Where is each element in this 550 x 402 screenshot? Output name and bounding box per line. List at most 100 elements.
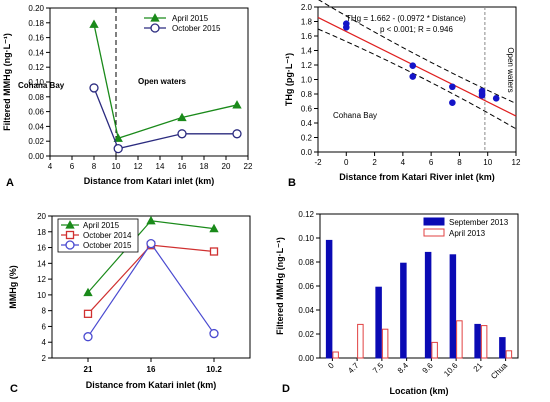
- y-tick-label: 0.06: [298, 282, 314, 291]
- bar: [332, 351, 339, 359]
- x-axis-title: Distance from Katari River inlet (km): [339, 172, 495, 182]
- x-tick-label: 16: [147, 365, 156, 374]
- bar: [381, 328, 389, 359]
- data-point: [89, 83, 99, 93]
- y-tick-label: 2.0: [301, 3, 313, 12]
- legend-swatch: [423, 217, 445, 226]
- annotation-cohana-bay: Cohana Bay: [333, 111, 377, 120]
- x-tick-label: 12: [134, 162, 143, 171]
- y-tick-label: 20: [37, 212, 46, 221]
- data-point: [83, 332, 93, 342]
- legend-marker: [150, 13, 160, 22]
- regression-equation: THg = 1.662 - (0.0972 * Distance): [346, 14, 466, 23]
- y-tick-label: 0.2: [301, 134, 313, 143]
- data-point: [83, 287, 93, 297]
- data-point: [492, 95, 500, 102]
- legend-marker: [150, 23, 160, 33]
- data-point: [449, 99, 456, 106]
- data-point: [409, 73, 417, 80]
- y-tick-label: 1.8: [301, 18, 313, 27]
- legend-label: October 2014: [83, 231, 132, 240]
- y-tick-label: 0.10: [28, 78, 44, 87]
- y-tick-label: 10: [37, 291, 46, 300]
- series-line: [87, 244, 215, 315]
- legend-label: April 2015: [83, 221, 120, 230]
- bar: [499, 337, 506, 359]
- x-tick-label: 8.4: [396, 361, 411, 376]
- legend-marker: [65, 230, 75, 240]
- bar: [431, 341, 438, 359]
- legend-label: April 2015: [172, 14, 209, 23]
- y-tick-label: 0.4: [301, 119, 313, 128]
- y-axis-title: MMHg (%): [8, 265, 18, 309]
- y-tick-label: 0.8: [301, 90, 313, 99]
- bar: [400, 262, 407, 359]
- y-tick-label: 0.20: [28, 4, 44, 13]
- y-tick-label: 12: [37, 275, 46, 284]
- data-point: [232, 129, 242, 139]
- y-tick-label: 0.12: [28, 63, 44, 72]
- data-point: [209, 247, 219, 256]
- x-tick-label: 4: [401, 158, 406, 167]
- panel-label: C: [10, 383, 18, 395]
- x-tick-label: 8: [457, 158, 462, 167]
- x-axis-title: Location (km): [389, 386, 448, 396]
- bar: [375, 286, 382, 359]
- y-tick-label: 18: [37, 228, 46, 237]
- y-tick-label: 14: [37, 259, 46, 268]
- y-tick-label: 0.04: [28, 122, 44, 131]
- panel-b: 0.0 0.2 0.4 0.6 0.8 1.0 1.2 1.4 1.6 1.8 2.0 -2 0 2 4 6 8…: [284, 0, 521, 189]
- annotation-open-waters: Open waters: [506, 47, 515, 92]
- y-tick-label: 0.02: [298, 330, 314, 339]
- data-point: [113, 133, 123, 142]
- data-point: [209, 328, 219, 339]
- data-point: [209, 223, 219, 233]
- panel-label: D: [282, 383, 290, 395]
- confidence-band-lower: [317, 28, 517, 130]
- bar: [424, 251, 432, 359]
- x-tick-label: 18: [200, 162, 209, 171]
- panel-d: 0.00 0.02 0.04 0.06 0.08 0.10 0.12 0 4.7 7.5 8.4 9.…: [275, 210, 519, 396]
- bar: [357, 323, 364, 359]
- series-line: [93, 24, 238, 140]
- data-point: [146, 238, 156, 249]
- x-tick-label: 0: [344, 158, 349, 167]
- y-tick-label: 0.12: [298, 210, 314, 219]
- bar: [480, 325, 488, 359]
- legend-marker: [65, 240, 75, 250]
- y-tick-label: 0.16: [28, 34, 44, 43]
- data-point: [89, 19, 99, 28]
- data-point: [83, 309, 93, 318]
- x-tick-label: 8: [92, 162, 97, 171]
- annotation-cohana-bay: Cohana Bay: [18, 81, 65, 90]
- y-tick-label: 2: [42, 354, 47, 363]
- y-tick-label: 0.6: [301, 105, 313, 114]
- x-tick-label: 10: [483, 158, 492, 167]
- y-tick-label: 0.06: [28, 108, 44, 117]
- y-tick-label: 0.04: [298, 306, 314, 315]
- data-point: [449, 83, 456, 91]
- y-tick-label: 0.08: [298, 258, 314, 267]
- y-tick-label: 0.18: [28, 19, 44, 28]
- x-tick-label: 0: [326, 361, 336, 371]
- annotation-open-waters: Open waters: [138, 77, 187, 86]
- series-line: [87, 242, 215, 338]
- legend-marker: [65, 220, 75, 229]
- x-tick-label: 14: [156, 162, 165, 171]
- bar: [474, 323, 481, 359]
- bar: [505, 350, 513, 359]
- y-axis-title: THg (pg·L⁻¹): [284, 53, 294, 106]
- x-tick-label: 10.2: [206, 365, 222, 374]
- x-tick-label: 10.6: [442, 361, 460, 379]
- y-tick-label: 6: [42, 322, 47, 331]
- y-tick-label: 8: [42, 307, 47, 316]
- y-tick-label: 16: [37, 244, 46, 253]
- x-tick-label: 2: [372, 158, 377, 167]
- data-point: [177, 112, 187, 122]
- y-tick-label: 1.2: [301, 61, 313, 70]
- x-tick-label: 7.5: [371, 361, 386, 376]
- x-tick-label: 6: [429, 158, 434, 167]
- bar: [325, 239, 333, 359]
